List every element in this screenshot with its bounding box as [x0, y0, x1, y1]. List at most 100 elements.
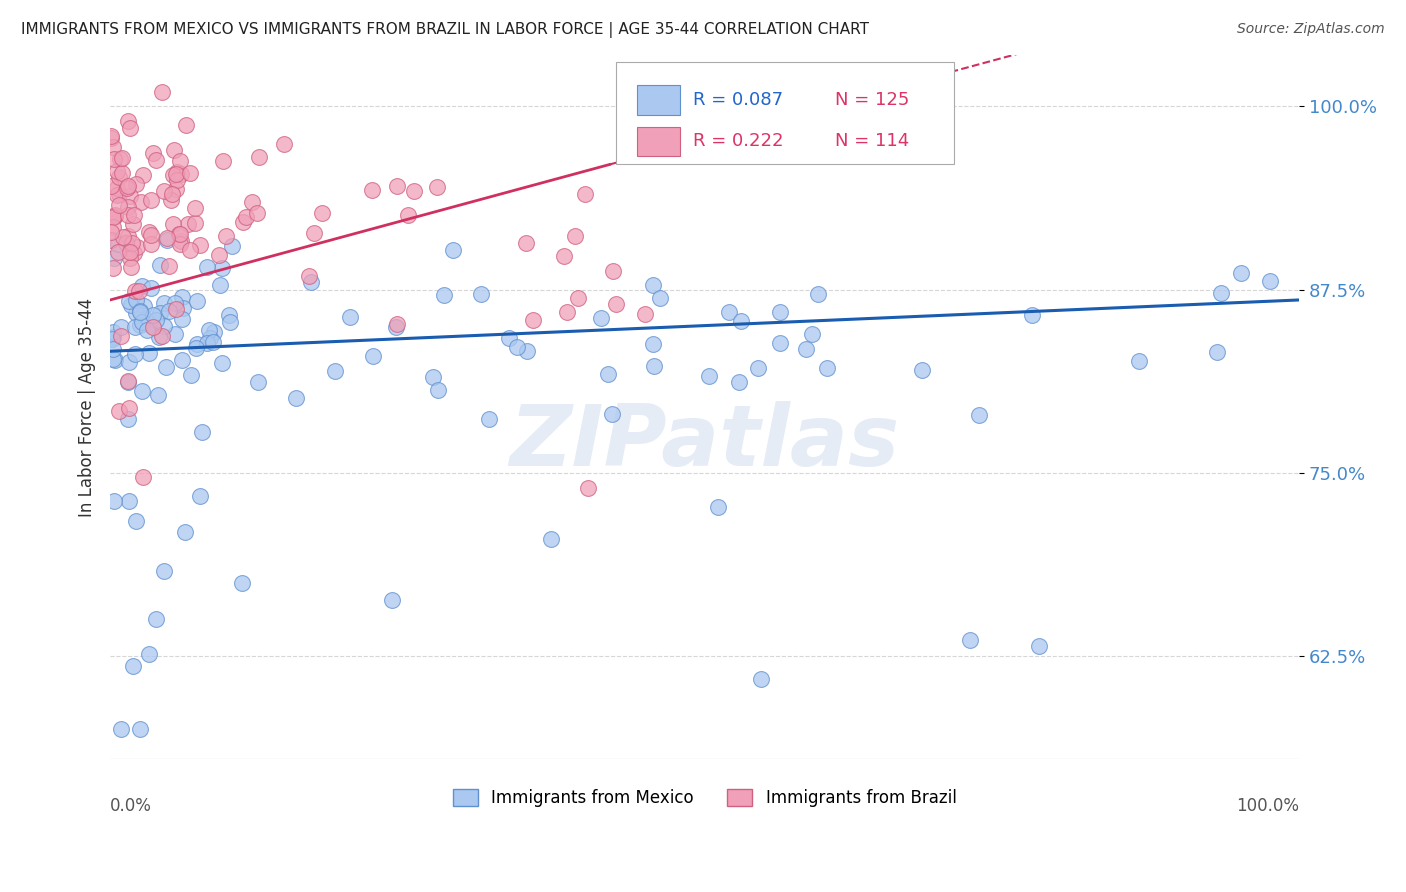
- Point: [576, 482, 599, 496]
- Point: [172, 301, 194, 315]
- Point: [728, 375, 751, 389]
- Point: [506, 340, 529, 354]
- Point: [117, 374, 139, 388]
- Point: [174, 118, 197, 132]
- Point: [101, 325, 124, 339]
- Point: [186, 294, 208, 309]
- Point: [602, 264, 624, 278]
- Point: [118, 494, 141, 508]
- Point: [105, 188, 128, 202]
- Point: [339, 310, 361, 324]
- Point: [478, 412, 501, 426]
- Point: [184, 216, 207, 230]
- Point: [112, 229, 135, 244]
- Point: [325, 364, 347, 378]
- Point: [184, 201, 207, 215]
- Point: [100, 128, 122, 143]
- Point: [117, 113, 139, 128]
- Text: Source: ZipAtlas.com: Source: ZipAtlas.com: [1237, 22, 1385, 37]
- Text: R = 0.087: R = 0.087: [693, 91, 783, 109]
- Point: [103, 210, 125, 224]
- Point: [125, 514, 148, 528]
- Point: [172, 290, 194, 304]
- Point: [169, 227, 191, 242]
- Point: [153, 295, 176, 310]
- Point: [197, 322, 219, 336]
- Point: [110, 329, 132, 343]
- Point: [162, 186, 184, 201]
- Point: [208, 248, 231, 262]
- Legend: Immigrants from Mexico, Immigrants from Brazil: Immigrants from Mexico, Immigrants from …: [446, 782, 963, 814]
- Point: [166, 165, 188, 179]
- Point: [139, 227, 162, 242]
- FancyBboxPatch shape: [637, 127, 679, 156]
- Point: [145, 612, 167, 626]
- Point: [118, 244, 141, 259]
- Point: [142, 320, 165, 334]
- Point: [1128, 354, 1150, 368]
- Point: [150, 328, 173, 343]
- Point: [107, 198, 129, 212]
- Point: [107, 186, 129, 201]
- Point: [596, 367, 619, 381]
- Point: [138, 225, 160, 239]
- Point: [235, 210, 257, 224]
- Point: [131, 308, 153, 322]
- Point: [107, 403, 129, 417]
- Point: [124, 284, 146, 298]
- Point: [170, 352, 193, 367]
- Point: [540, 533, 562, 547]
- Point: [769, 335, 792, 350]
- Point: [202, 325, 225, 339]
- Point: [105, 164, 128, 178]
- Point: [605, 296, 627, 310]
- Point: [110, 723, 132, 737]
- Point: [145, 313, 167, 327]
- Point: [173, 525, 195, 540]
- Point: [212, 154, 235, 169]
- Point: [138, 346, 160, 360]
- Point: [402, 184, 425, 198]
- Point: [232, 215, 254, 229]
- Point: [208, 277, 231, 292]
- Point: [150, 85, 173, 99]
- Point: [1021, 308, 1043, 322]
- Point: [117, 229, 139, 244]
- Point: [1206, 344, 1229, 359]
- Point: [132, 470, 155, 484]
- Point: [120, 121, 142, 136]
- Point: [129, 305, 152, 319]
- Point: [707, 500, 730, 514]
- Point: [111, 151, 134, 165]
- Point: [138, 317, 160, 331]
- Point: [634, 307, 657, 321]
- Point: [959, 633, 981, 648]
- Point: [201, 334, 224, 349]
- Point: [139, 237, 162, 252]
- Point: [141, 193, 163, 207]
- Point: [211, 356, 233, 370]
- Point: [221, 239, 243, 253]
- Point: [101, 332, 124, 346]
- Point: [115, 180, 138, 194]
- Point: [1211, 285, 1233, 300]
- Point: [149, 258, 172, 272]
- Point: [125, 177, 148, 191]
- Point: [730, 314, 752, 328]
- Point: [131, 278, 153, 293]
- FancyBboxPatch shape: [616, 62, 955, 164]
- Point: [600, 407, 623, 421]
- Point: [717, 305, 740, 319]
- Point: [184, 342, 207, 356]
- Point: [385, 317, 408, 331]
- Point: [299, 276, 322, 290]
- Point: [134, 312, 156, 326]
- Point: [107, 244, 129, 259]
- Point: [120, 298, 142, 312]
- Point: [100, 178, 122, 193]
- Point: [163, 296, 186, 310]
- Point: [211, 261, 233, 276]
- Point: [215, 228, 238, 243]
- Point: [218, 308, 240, 322]
- Point: [160, 194, 183, 208]
